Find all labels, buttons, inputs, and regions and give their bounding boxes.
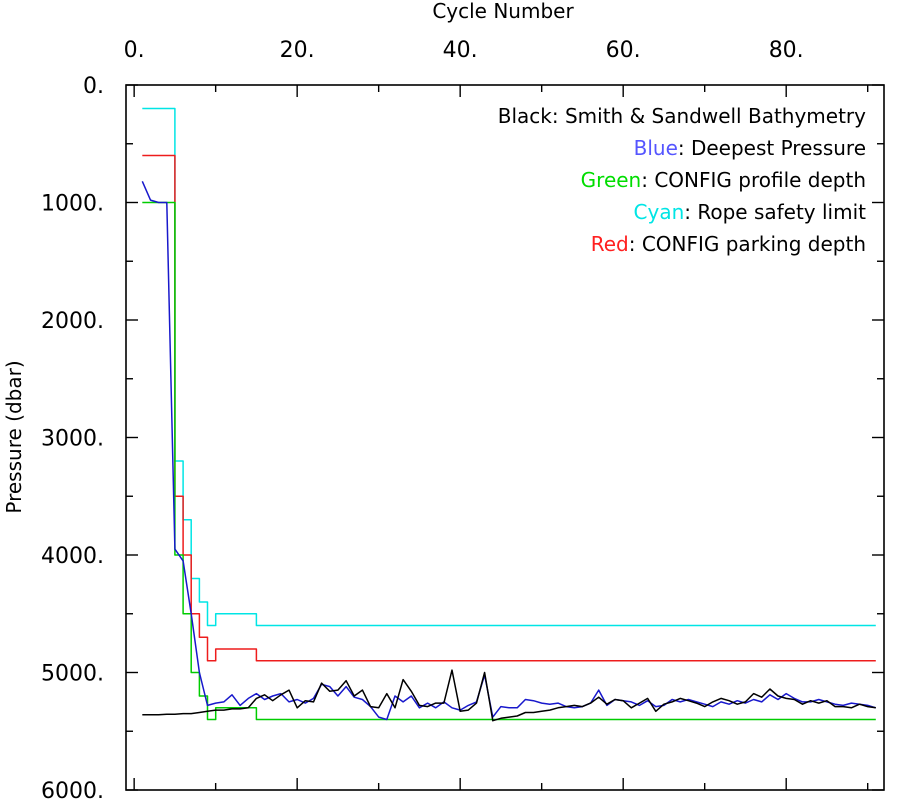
series-line-profile_depth (142, 201, 876, 721)
x-axis-title: Cycle Number (432, 0, 574, 23)
legend-color-word: Red (591, 232, 629, 256)
y-tick-label: 5000. (41, 662, 104, 687)
legend-description: : Rope safety limit (684, 200, 866, 224)
legend-color-word: Black (498, 104, 553, 128)
legend-description: : Deepest Pressure (678, 136, 866, 160)
legend: Black: Smith & Sandwell BathymetryBlue: … (498, 104, 866, 256)
y-tick-label: 3000. (41, 427, 104, 452)
x-tick-label: 0. (124, 38, 145, 63)
legend-entry-profile_depth: Green: CONFIG profile depth (581, 168, 866, 192)
y-tick-label: 6000. (41, 779, 104, 800)
x-tick-label: 40. (443, 38, 478, 63)
x-tick-label: 60. (606, 38, 641, 63)
x-tick-label: 20. (280, 38, 315, 63)
x-tick-label: 80. (769, 38, 804, 63)
legend-color-word: Blue (634, 136, 678, 160)
legend-description: : Smith & Sandwell Bathymetry (552, 104, 866, 128)
y-tick-label: 0. (83, 74, 104, 99)
legend-entry-rope_limit: Cyan: Rope safety limit (634, 200, 867, 224)
series-lines (141, 107, 877, 722)
legend-description: : CONFIG profile depth (641, 168, 866, 192)
y-tick-label: 2000. (41, 309, 104, 334)
legend-color-word: Cyan (634, 200, 685, 224)
y-tick-label: 1000. (41, 192, 104, 217)
legend-entry-parking_depth: Red: CONFIG parking depth (591, 232, 866, 256)
axis-ticks (126, 84, 884, 791)
legend-entry-deepest_pressure: Blue: Deepest Pressure (634, 136, 866, 160)
legend-description: : CONFIG parking depth (629, 232, 866, 256)
series-line-deepest_pressure (141, 181, 877, 721)
y-axis-title: Pressure (dbar) (2, 360, 26, 513)
y-tick-label: 4000. (41, 544, 104, 569)
legend-color-word: Green (581, 168, 642, 192)
tick-labels: 0. 20. 40. 60. 80. 0. 1000. 2000. 3000. 4000. 5000… (41, 38, 804, 800)
series-line-bathymetry (142, 669, 876, 722)
legend-entry-bathymetry: Black: Smith & Sandwell Bathymetry (498, 104, 866, 128)
